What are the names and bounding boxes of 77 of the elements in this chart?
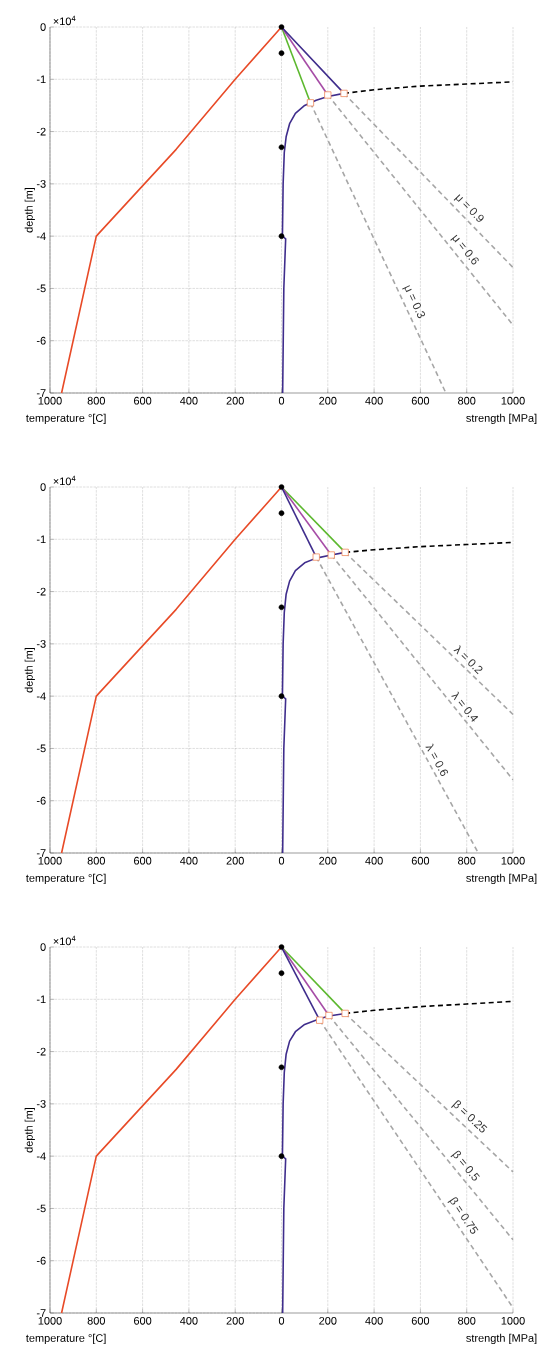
x-tick-label: 400: [180, 396, 198, 405]
x-tick-label: 1000: [501, 856, 525, 865]
x-tick-label: 800: [458, 1316, 476, 1325]
x-axis-title: temperature °[C]: [26, 873, 106, 885]
x-axis-title: strength [MPa]: [466, 1333, 537, 1345]
x-tick-label: 400: [180, 1316, 198, 1325]
y-tick-label: -7: [36, 1309, 46, 1317]
y-tick-label: -2: [36, 127, 46, 136]
y-tick-label: -1: [36, 75, 46, 84]
y-tick-label: -7: [36, 849, 46, 857]
x-tick-label: 200: [226, 856, 244, 865]
y-tick-label: -5: [36, 744, 46, 753]
text: ×10$^{4}$: [53, 15, 76, 26]
text: β = 0.25: [451, 1100, 488, 1133]
text: μ = 0.3: [402, 285, 426, 319]
x-axis-title: temperature °[C]: [26, 413, 106, 425]
y-axis-title: depth [m]: [24, 1107, 35, 1153]
x-axis-title: temperature °[C]: [26, 1333, 106, 1345]
x-tick-label: 200: [319, 856, 337, 865]
x-tick-label: 600: [411, 1316, 430, 1325]
x-tick-label: 600: [134, 396, 152, 405]
text: β = 0.5: [450, 1150, 480, 1181]
x-tick-label: 600: [134, 856, 152, 865]
y-tick-label: -4: [36, 232, 46, 240]
x-tick-label: 800: [458, 856, 476, 865]
y-tick-label: -6: [36, 1256, 46, 1265]
text: λ = 0.2: [453, 645, 483, 675]
y-tick-label: -3: [36, 179, 46, 188]
y-tick-label: -3: [36, 1100, 46, 1108]
x-tick-label: 800: [87, 396, 105, 405]
y-tick-label: -6: [36, 336, 46, 345]
x-tick-label: 1000: [38, 1316, 62, 1325]
x-tick-label: 400: [365, 1316, 383, 1325]
x-tick-label: 0: [278, 856, 285, 865]
text: μ = 0.6: [450, 234, 479, 265]
x-tick-label: 800: [87, 1316, 105, 1325]
x-tick-label: 600: [411, 856, 430, 865]
x-tick-label: 1000: [38, 396, 62, 405]
y-axis-title: depth [m]: [24, 187, 35, 233]
x-tick-label: 200: [319, 396, 337, 405]
y-tick-label: -2: [36, 1047, 46, 1056]
x-tick-label: 1000: [501, 396, 525, 405]
y-tick-label: -6: [36, 796, 46, 805]
y-tick-label: 0: [40, 943, 46, 951]
x-axis-title: strength [MPa]: [466, 413, 537, 425]
y-tick-label: -5: [36, 1204, 46, 1213]
text: ×10$^{4}$: [53, 475, 76, 486]
x-tick-label: 600: [411, 396, 430, 405]
x-tick-label: 400: [365, 856, 383, 865]
y-tick-label: -1: [36, 535, 46, 544]
x-tick-label: 200: [319, 1316, 337, 1325]
y-axis-title: depth [m]: [24, 647, 35, 693]
x-axis-title: strength [MPa]: [466, 873, 537, 885]
x-tick-label: 200: [226, 396, 244, 405]
x-tick-label: 400: [180, 856, 198, 865]
x-tick-label: 400: [365, 396, 383, 405]
y-tick-label: 0: [40, 23, 46, 31]
text: μ = 0.9: [453, 194, 484, 222]
x-tick-label: 1000: [38, 856, 62, 865]
x-tick-label: 800: [87, 856, 105, 865]
text: λ = 0.4: [451, 691, 479, 722]
y-tick-label: -3: [36, 640, 46, 648]
y-tick-label: -5: [36, 284, 46, 293]
y-tick-label: -4: [36, 1152, 46, 1160]
x-tick-label: 0: [278, 1316, 285, 1325]
text: λ = 0.6: [425, 743, 448, 776]
y-tick-label: -7: [36, 389, 46, 397]
x-tick-label: 800: [458, 396, 476, 405]
x-tick-label: 600: [134, 1316, 152, 1325]
x-tick-label: 1000: [501, 1316, 525, 1325]
x-tick-label: 0: [278, 396, 285, 405]
y-tick-label: -4: [36, 692, 46, 700]
y-tick-label: -2: [36, 587, 46, 596]
x-tick-label: 200: [226, 1316, 244, 1325]
text: ×10$^{4}$: [53, 935, 76, 946]
y-tick-label: -1: [36, 995, 46, 1004]
y-tick-label: 0: [40, 483, 46, 491]
